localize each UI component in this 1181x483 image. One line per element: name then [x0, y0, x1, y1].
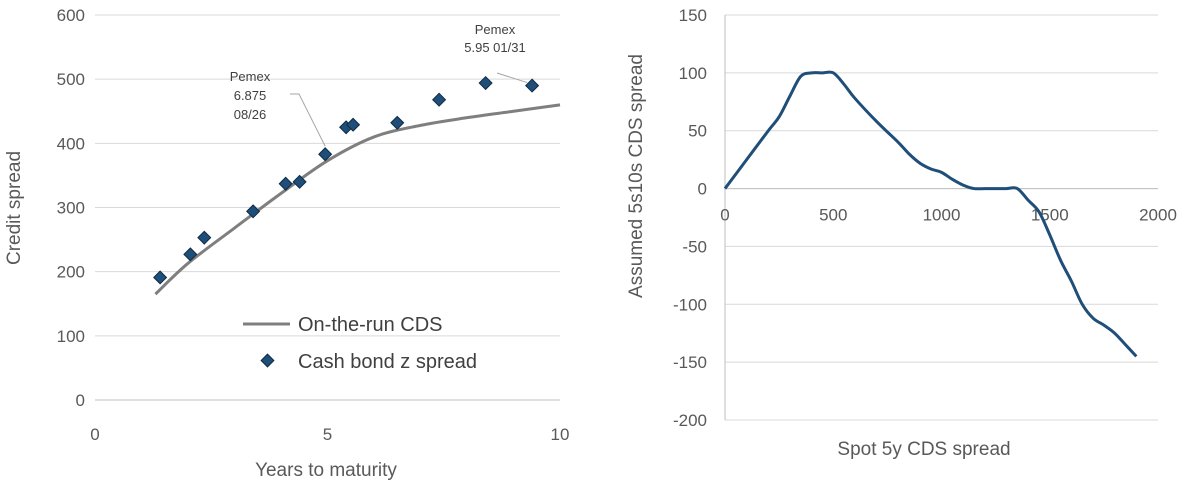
bond-marker — [346, 117, 361, 132]
c1-y-tick-label: 0 — [76, 391, 85, 410]
c2-y-tick-label: 50 — [688, 122, 707, 141]
bond-marker — [246, 204, 261, 219]
curve-line — [723, 70, 1138, 358]
c2-y-tick-label: 0 — [698, 180, 707, 199]
c2-x-tick-label: 500 — [819, 206, 847, 225]
c1-x-tick-labels: 0 5 10 — [90, 425, 569, 444]
legend-label-bond: Cash bond z spread — [298, 351, 477, 373]
c1-x-tick-label: 5 — [323, 425, 332, 444]
c2-y-tick-label: 100 — [679, 64, 707, 83]
bond-marker — [183, 247, 198, 262]
cds-curve-chart: -200 -150 -100 -50 0 50 100 150 0 500 1000 1500 200… — [626, 6, 1177, 460]
c1-legend: On-the-run CDS Cash bond z spread — [243, 314, 477, 373]
cds-line — [154, 103, 561, 296]
c1-y-tick-label: 500 — [57, 70, 85, 89]
legend-label-cds: On-the-run CDS — [298, 314, 443, 336]
c2-axes — [724, 15, 1158, 420]
c2-y-axis-title: Assumed 5s10s CDS spread — [626, 54, 647, 298]
annotation-label: 5.95 01/31 — [464, 40, 525, 55]
c1-y-tick-label: 600 — [57, 6, 85, 25]
c1-y-tick-label: 400 — [57, 134, 85, 153]
c1-gridlines — [95, 14, 560, 337]
c1-y-tick-labels: 0 100 200 300 400 500 600 — [57, 6, 85, 410]
c2-x-tick-label: 2000 — [1139, 206, 1177, 225]
c1-y-tick-label: 200 — [57, 263, 85, 282]
c2-x-tick-label: 1500 — [1031, 206, 1069, 225]
c2-x-tick-label: 0 — [720, 206, 729, 225]
c2-x-axis-title: Spot 5y CDS spread — [837, 439, 1010, 460]
c2-y-tick-label: -50 — [682, 237, 707, 256]
bond-marker — [197, 230, 212, 245]
c2-x-tick-label: 1000 — [923, 206, 961, 225]
bond-marker — [292, 174, 307, 189]
c2-y-tick-label: -200 — [673, 411, 707, 430]
c2-y-tick-labels: -200 -150 -100 -50 0 50 100 150 — [673, 6, 707, 430]
maturity-spread-chart: 0 100 200 300 400 500 600 0 5 10 Pemex 6.875 08/26… — [4, 6, 569, 481]
c1-x-tick-label: 0 — [90, 425, 99, 444]
annotation-leader — [290, 93, 326, 147]
annotation-label: 6.875 — [234, 88, 267, 103]
c1-x-tick-label: 10 — [551, 425, 570, 444]
c2-y-tick-label: -150 — [673, 353, 707, 372]
bond-marker — [278, 176, 293, 191]
bond-marker — [525, 78, 540, 93]
c2-series — [723, 70, 1138, 358]
c1-x-axis-title: Years to maturity — [255, 460, 397, 481]
c2-y-tick-label: -100 — [673, 295, 707, 314]
c2-gridlines — [725, 14, 1158, 421]
c2-y-tick-label: 150 — [679, 6, 707, 25]
c1-series — [153, 75, 561, 296]
annotation-leader — [496, 72, 528, 84]
bond-marker — [432, 92, 447, 107]
c1-y-tick-label: 100 — [57, 327, 85, 346]
c1-y-tick-label: 300 — [57, 199, 85, 218]
annotation-label: Pemex — [230, 69, 271, 84]
bond-marker — [390, 115, 405, 130]
legend-marker-swatch — [260, 353, 275, 368]
c1-annotations: Pemex 6.875 08/26 Pemex 5.95 01/31 — [230, 22, 528, 147]
bond-marker — [153, 270, 168, 285]
c1-y-axis-title: Credit spread — [4, 151, 25, 265]
bond-marker — [478, 75, 493, 91]
annotation-label: Pemex — [475, 22, 516, 37]
bond-marker — [318, 147, 333, 162]
annotation-label: 08/26 — [234, 107, 267, 122]
c2-x-tick-labels: 0 500 1000 1500 2000 — [720, 206, 1177, 225]
